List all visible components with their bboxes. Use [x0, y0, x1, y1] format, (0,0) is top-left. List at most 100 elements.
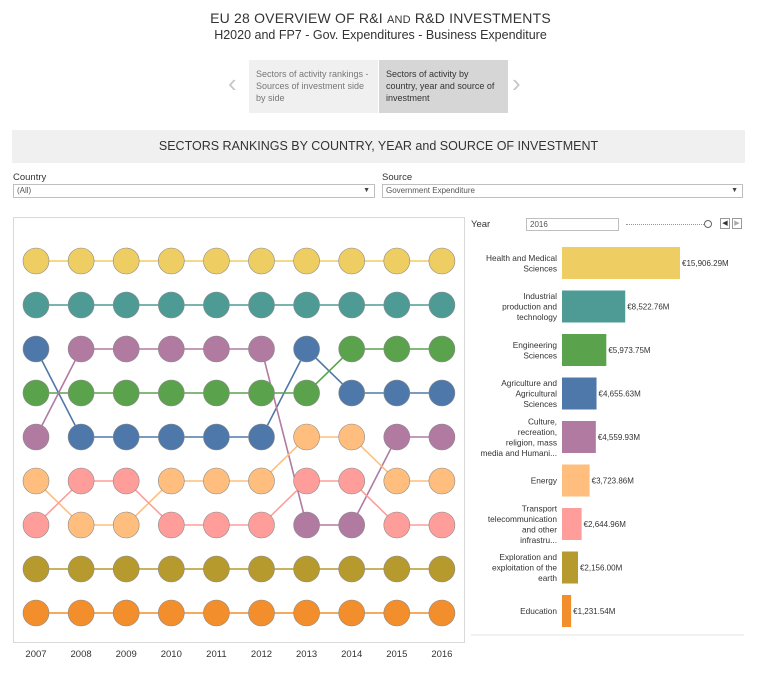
country-filter-label: Country: [13, 172, 47, 183]
bar-category-label: Industrial production and technology: [502, 291, 558, 322]
bump-point-culture: [67, 335, 95, 363]
bump-point-energy: [248, 467, 275, 495]
bump-point-exploration: [158, 555, 185, 583]
bump-point-agriculture: [248, 423, 275, 451]
bump-point-education: [248, 599, 275, 627]
bar-industrial: [562, 290, 626, 323]
bump-point-transport: [67, 467, 95, 495]
bump-point-culture: [203, 335, 230, 363]
bump-point-energy: [67, 511, 95, 539]
bar-value-label: €8,522.76M: [627, 303, 670, 312]
bar-value-label: €4,655.63M: [599, 390, 642, 399]
section-banner: SECTORS RANKINGS BY COUNTRY, YEAR and SO…: [12, 130, 745, 163]
bump-point-exploration: [338, 555, 366, 583]
bump-point-culture: [293, 511, 320, 539]
bump-point-energy: [293, 423, 320, 451]
bar-category-label: Engineering Sciences: [513, 340, 558, 361]
bump-point-industrial: [203, 291, 230, 319]
bump-point-transport: [248, 511, 275, 539]
bump-point-transport: [383, 511, 411, 539]
bump-point-engineering: [112, 379, 140, 407]
x-tick-label: 2007: [25, 649, 46, 660]
bump-points-layer: [22, 247, 456, 627]
year-filter-input[interactable]: 2016: [526, 218, 619, 231]
bump-point-industrial: [293, 291, 320, 319]
x-tick-label: 2012: [251, 649, 272, 660]
bump-line-agriculture: [35, 347, 442, 438]
bump-point-exploration: [248, 555, 275, 583]
bump-point-health: [67, 247, 95, 275]
year-slider-track[interactable]: [626, 224, 706, 226]
bump-point-energy: [338, 423, 366, 451]
bump-point-culture: [428, 423, 456, 451]
bump-point-transport: [158, 511, 185, 539]
chevron-down-icon: ▼: [363, 187, 370, 194]
bump-point-energy: [22, 467, 50, 495]
country-filter-select[interactable]: (All) ▼: [13, 184, 375, 198]
bump-point-transport: [428, 511, 456, 539]
bump-point-education: [338, 599, 366, 627]
bump-point-industrial: [67, 291, 95, 319]
x-tick-label: 2015: [386, 649, 407, 660]
bump-point-energy: [428, 467, 456, 495]
year-slider-handle[interactable]: [704, 220, 712, 228]
bar-engineering: [562, 334, 607, 366]
bar-category-label: Education: [520, 606, 557, 616]
bump-point-industrial: [22, 291, 50, 319]
bump-point-education: [428, 599, 456, 627]
year-next-button[interactable]: ▶: [732, 218, 742, 229]
bump-point-agriculture: [203, 423, 230, 451]
x-tick-label: 2016: [431, 649, 452, 660]
page-title: EU 28 OVERVIEW OF R&I AND R&D INVESTMENT…: [210, 10, 551, 26]
bump-point-culture: [248, 335, 275, 363]
bump-point-transport: [22, 511, 50, 539]
bump-point-engineering: [203, 379, 230, 407]
bump-line-energy: [35, 436, 442, 526]
x-tick-label: 2010: [161, 649, 182, 660]
story-point-sources-side-by-side[interactable]: Sectors of activity rankings - Sources o…: [249, 60, 378, 113]
bump-point-transport: [112, 467, 140, 495]
bump-point-health: [22, 247, 50, 275]
bar-category-label: Agriculture and Agricultural Sciences: [501, 378, 557, 409]
bar-category-label: Culture, recreation, religion, mass media a…: [480, 416, 557, 458]
bump-point-engineering: [293, 379, 320, 407]
bump-point-agriculture: [338, 379, 366, 407]
bump-point-culture: [383, 423, 411, 451]
bump-point-exploration: [112, 555, 140, 583]
bump-point-engineering: [248, 379, 275, 407]
bump-point-energy: [383, 467, 411, 495]
story-point-by-country-year[interactable]: Sectors of activity by country, year and…: [379, 60, 508, 113]
bar-value-label: €5,973.75M: [608, 346, 651, 355]
bump-point-health: [158, 247, 185, 275]
bar-category-label: Energy: [531, 476, 558, 486]
year-prev-button[interactable]: ◀: [720, 218, 730, 229]
bar-value-label: €2,644.96M: [584, 520, 627, 529]
bump-point-culture: [338, 511, 366, 539]
bump-point-industrial: [248, 291, 275, 319]
bar-health: [562, 247, 680, 279]
x-tick-label: 2013: [296, 649, 317, 660]
bump-point-education: [203, 599, 230, 627]
bump-point-culture: [112, 335, 140, 363]
bump-point-education: [112, 599, 140, 627]
bump-point-engineering: [67, 379, 95, 407]
bar-value-label: €4,559.93M: [598, 433, 641, 442]
bump-chart-frame: [13, 217, 465, 643]
story-next-arrow-icon[interactable]: ›: [512, 68, 521, 98]
bar-education: [562, 595, 572, 627]
bump-point-engineering: [383, 335, 411, 363]
bump-point-exploration: [383, 555, 411, 583]
bump-point-industrial: [428, 291, 456, 319]
bump-point-industrial: [383, 291, 411, 319]
x-tick-label: 2014: [341, 649, 362, 660]
story-prev-arrow-icon[interactable]: ‹: [228, 68, 237, 98]
bump-point-health: [203, 247, 230, 275]
bump-point-education: [293, 599, 320, 627]
bump-point-exploration: [203, 555, 230, 583]
bump-point-industrial: [338, 291, 366, 319]
source-filter-select[interactable]: Government Expenditure ▼: [382, 184, 743, 198]
bump-point-transport: [203, 511, 230, 539]
chevron-down-icon: ▼: [731, 187, 738, 194]
bump-point-agriculture: [112, 423, 140, 451]
